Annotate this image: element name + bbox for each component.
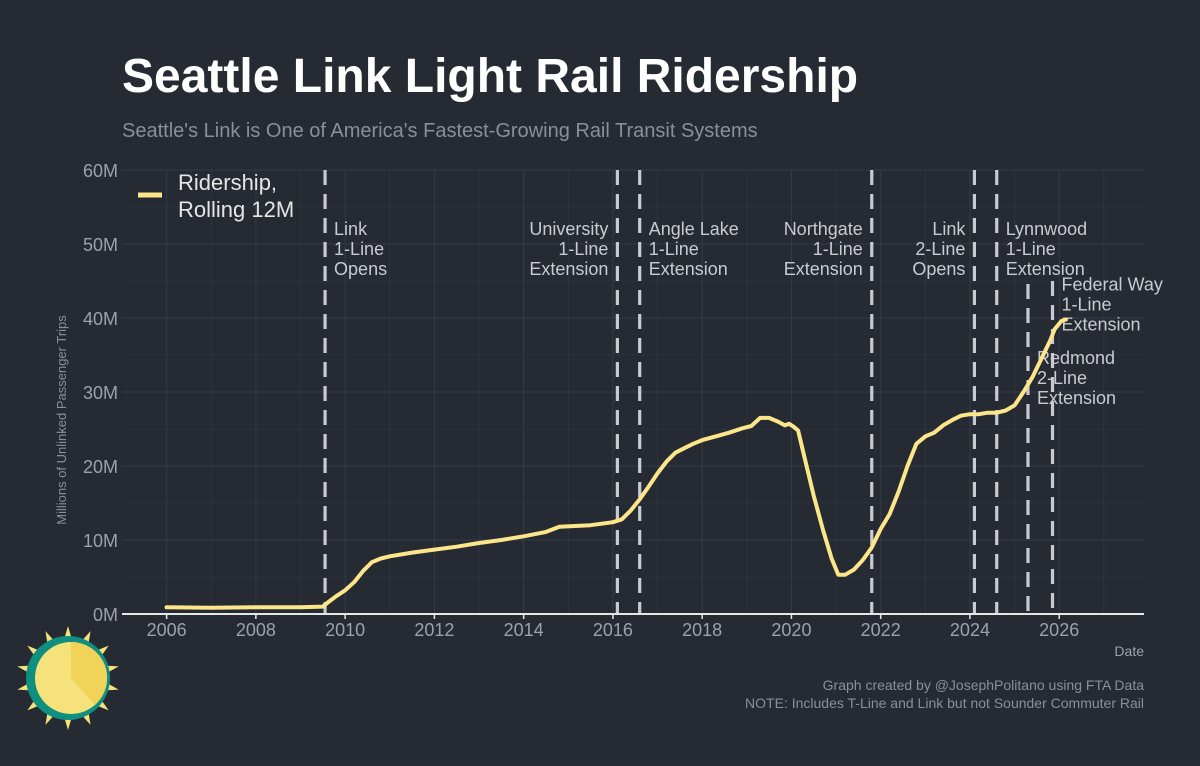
event-label-angle-lake-1-line-extension: Angle Lake 1-Line Extension (649, 219, 739, 279)
event-label-link-1-line-opens: Link 1-Line Opens (334, 219, 387, 279)
y-tick-label: 50M (83, 235, 118, 255)
x-tick-label: 2010 (325, 620, 365, 640)
series-line-ridership (164, 317, 1068, 610)
y-tick-label: 40M (83, 309, 118, 329)
x-tick-label: 2016 (593, 620, 633, 640)
x-tick-label: 2014 (504, 620, 544, 640)
grid-lines (122, 169, 1144, 615)
event-label-lynnwood-1-line-extension: Lynnwood 1-Line Extension (1006, 219, 1087, 279)
y-tick-label: 0M (93, 605, 118, 625)
axes: 2006 2008 2010 2012 2014 2016 2018 2020 2022 2024… (83, 161, 1144, 640)
x-tick-label: 2008 (236, 620, 276, 640)
y-tick-label: 20M (83, 457, 118, 477)
note-line: NOTE: Includes T-Line and Link but not S… (745, 695, 1144, 711)
event-label-federal-way-1-line-extension: Federal Way 1-Line Extension (1062, 275, 1163, 335)
y-tick-label: 10M (83, 531, 118, 551)
x-axis-label: Date (1114, 643, 1144, 659)
event-label-link-2-line-opens: Link 2-Line Opens (912, 219, 966, 279)
event-label-university-1-line-extension: University 1-Line Extension (529, 219, 608, 279)
chart-subtitle: Seattle's Link is One of America's Faste… (122, 120, 758, 142)
y-tick-label: 30M (83, 383, 118, 403)
y-tick-label: 60M (83, 161, 118, 181)
x-tick-label: 2018 (682, 620, 722, 640)
x-tick-label: 2024 (950, 620, 990, 640)
x-tick-label: 2012 (414, 620, 454, 640)
x-tick-label: 2026 (1039, 620, 1079, 640)
sun-shade (71, 641, 108, 705)
x-tick-label: 2006 (147, 620, 187, 640)
event-label-northgate-1-line-extension: Northgate 1-Line Extension (784, 219, 863, 279)
y-axis-label: Millions of Unlinked Passenger Trips (54, 315, 69, 525)
x-tick-label: 2022 (861, 620, 901, 640)
chart-title: Seattle Link Light Rail Ridership (122, 50, 858, 103)
legend: Ridership, Rolling 12M (138, 170, 294, 222)
series-layer (164, 317, 1068, 610)
event-label-redmond-2-line-extension: Redmond 2-Line Extension (1037, 348, 1116, 408)
legend-label: Ridership, Rolling 12M (178, 170, 294, 222)
sun-logo (17, 626, 119, 730)
x-tick-label: 2020 (771, 620, 811, 640)
credit-line: Graph created by @JosephPolitano using F… (823, 677, 1145, 693)
